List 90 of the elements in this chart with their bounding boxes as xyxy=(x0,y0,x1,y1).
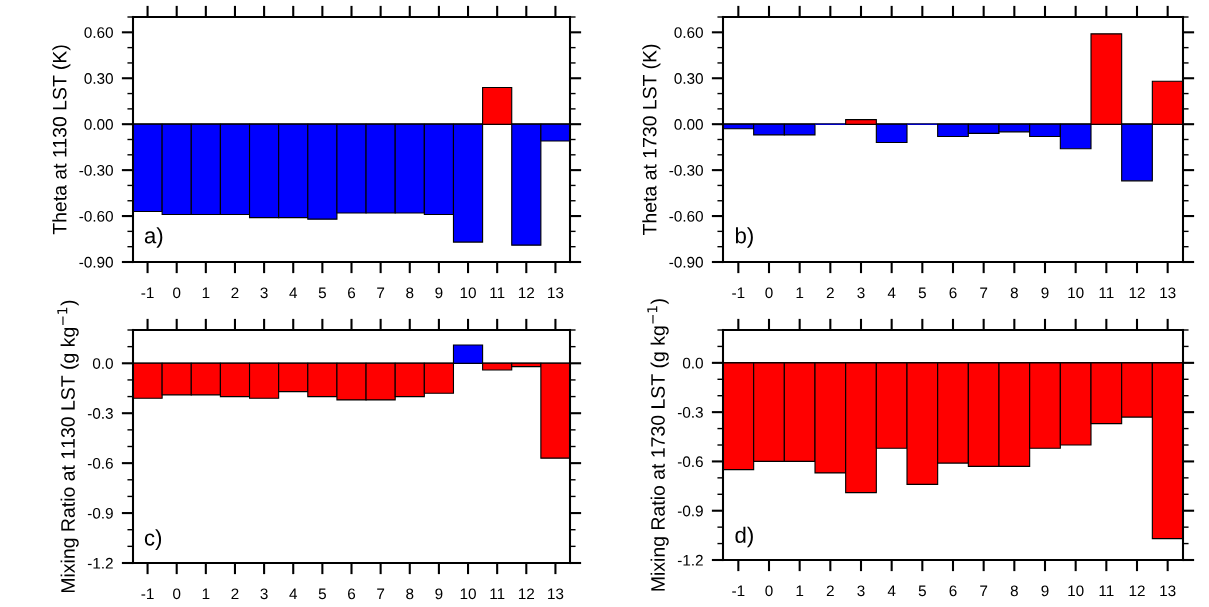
x-tick-label: 2 xyxy=(231,287,239,299)
x-tick-label: 6 xyxy=(949,585,957,597)
x-tick-label: 0 xyxy=(765,287,773,299)
x-tick-label: 8 xyxy=(406,588,414,600)
y-tick-label: -1.2 xyxy=(677,554,703,566)
x-tick-label: 11 xyxy=(1099,287,1114,299)
x-tick-label: 11 xyxy=(1099,585,1114,597)
y-tick-label: -0.3 xyxy=(677,407,703,418)
x-tick-label: -1 xyxy=(141,588,154,600)
x-tick-label: 9 xyxy=(435,588,443,600)
x-tick-label: 7 xyxy=(377,588,385,600)
x-tick-label: 0 xyxy=(173,588,181,600)
x-tick-label: 3 xyxy=(857,585,865,597)
x-tick-label: 4 xyxy=(289,588,298,600)
x-tick-label: 4 xyxy=(887,585,896,597)
x-tick-label: 5 xyxy=(318,287,326,299)
y-tick-label: 0.30 xyxy=(84,73,113,84)
x-tick-label: 8 xyxy=(406,287,414,299)
x-tick-label: 7 xyxy=(377,287,385,299)
x-tick-label: 12 xyxy=(1129,287,1145,299)
x-tick-label: 11 xyxy=(490,287,505,299)
y-axis-title: Theta at 1130 LST (K) xyxy=(52,45,71,235)
x-tick-label: 12 xyxy=(1129,585,1145,597)
y-tick-label: -0.30 xyxy=(669,164,703,176)
x-tick-label: 9 xyxy=(435,287,443,299)
annotation: a) xyxy=(144,227,163,248)
x-tick-label: 12 xyxy=(518,287,535,299)
x-tick-label: 1 xyxy=(796,585,804,597)
y-tick-label: -0.6 xyxy=(677,456,703,468)
y-tick-label: 0.30 xyxy=(674,73,703,84)
x-tick-label: 8 xyxy=(1010,585,1018,597)
annotation: c) xyxy=(144,529,162,551)
y-tick-label: -0.9 xyxy=(87,507,113,519)
y-tick-label: 0.60 xyxy=(674,27,703,38)
x-tick-label: 6 xyxy=(348,588,356,600)
x-tick-label: 7 xyxy=(980,287,988,299)
x-tick-label: 2 xyxy=(826,585,834,597)
y-tick-label: -0.6 xyxy=(87,458,113,469)
x-tick-label: 9 xyxy=(1041,287,1049,299)
x-tick-label: 3 xyxy=(857,287,865,299)
y-tick-label: -0.90 xyxy=(79,256,113,268)
x-tick-label: 12 xyxy=(518,588,535,600)
y-axis-title: Theta at 1730 LST (K) xyxy=(642,44,661,236)
y-tick-label: 0.0 xyxy=(92,358,113,369)
x-tick-label: 3 xyxy=(260,588,268,600)
x-tick-label: -1 xyxy=(141,287,154,299)
y-tick-label: 0.00 xyxy=(674,119,703,130)
x-tick-label: 4 xyxy=(289,287,298,299)
x-tick-label: 1 xyxy=(796,287,804,299)
y-tick-label: -0.60 xyxy=(669,210,703,222)
x-tick-label: 5 xyxy=(918,585,926,597)
x-tick-label: 13 xyxy=(1160,585,1176,597)
x-tick-label: 5 xyxy=(318,588,326,600)
x-tick-label: 11 xyxy=(490,588,505,600)
y-tick-label: -0.90 xyxy=(669,256,703,268)
x-tick-label: 1 xyxy=(202,287,210,299)
x-tick-label: 2 xyxy=(826,287,834,299)
y-tick-label: 0.60 xyxy=(84,27,113,38)
x-tick-label: 5 xyxy=(918,287,926,299)
y-tick-label: -0.30 xyxy=(79,164,113,176)
x-tick-label: 10 xyxy=(460,287,476,299)
x-tick-label: 6 xyxy=(348,287,356,299)
x-tick-label: 10 xyxy=(460,588,476,600)
x-tick-label: 2 xyxy=(231,588,239,600)
x-tick-label: 1 xyxy=(202,588,210,600)
x-tick-label: 0 xyxy=(173,287,181,299)
x-tick-label: -1 xyxy=(732,585,745,597)
annotation: d) xyxy=(735,526,753,548)
y-tick-label: 0.00 xyxy=(84,119,113,130)
y-tick-label: -0.9 xyxy=(677,505,703,517)
x-tick-label: -1 xyxy=(732,287,745,299)
y-axis-title: Mixing Ratio at 1130 LST (g kg$^{−1}$) xyxy=(57,300,79,593)
x-tick-label: 13 xyxy=(548,287,564,299)
x-tick-label: 6 xyxy=(949,287,957,299)
y-tick-label: -1.2 xyxy=(87,557,113,569)
x-tick-label: 8 xyxy=(1010,287,1018,299)
x-tick-label: 13 xyxy=(548,588,564,600)
y-tick-label: 0.0 xyxy=(682,357,703,369)
x-tick-label: 10 xyxy=(1068,585,1084,597)
y-tick-label: -0.3 xyxy=(87,408,113,419)
annotation: b) xyxy=(735,227,753,248)
y-axis-title: Mixing Ratio at 1730 LST (g kg$^{−1}$) xyxy=(647,299,669,591)
x-tick-label: 7 xyxy=(980,585,988,597)
x-tick-label: 3 xyxy=(260,287,268,299)
x-tick-label: 13 xyxy=(1160,287,1176,299)
x-tick-label: 4 xyxy=(887,287,896,299)
y-tick-label: -0.60 xyxy=(79,210,113,222)
x-tick-label: 9 xyxy=(1041,585,1049,597)
x-tick-label: 10 xyxy=(1068,287,1084,299)
x-tick-label: 0 xyxy=(765,585,773,597)
